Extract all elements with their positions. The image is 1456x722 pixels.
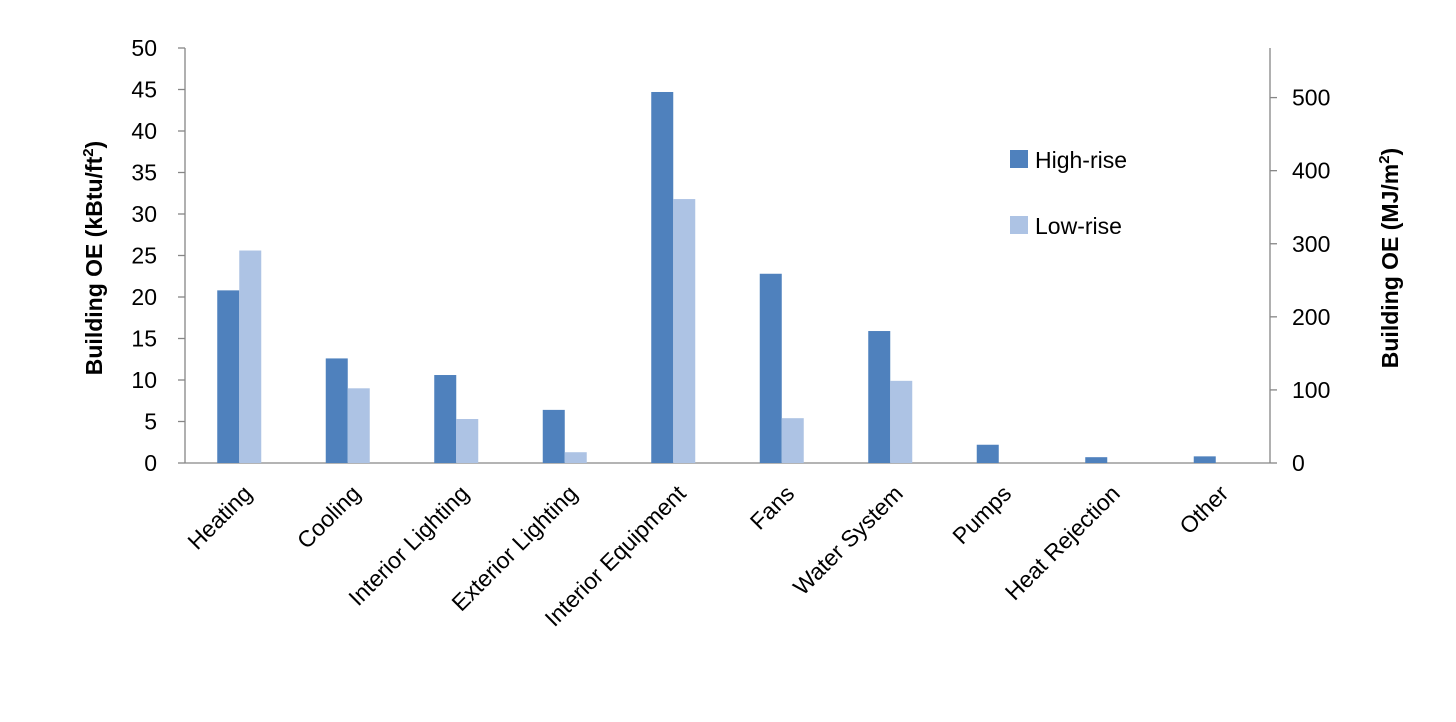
legend-swatch [1010,150,1028,168]
bar-high-rise [651,91,674,464]
right-axis-title: Building OE (MJ/m2) [1376,148,1403,368]
right-axis-tick-label: 300 [1292,231,1330,257]
right-axis-tick-label: 100 [1292,377,1330,403]
right-axis-title-end: ) [1377,148,1403,156]
left-axis-tick-label: 20 [131,284,157,310]
category-label: Water System [788,480,908,600]
bar-high-rise [868,331,891,463]
category-label: Other [1174,480,1233,539]
bar-high-rise [759,273,782,463]
right-axis-tick-label: 500 [1292,85,1330,111]
category-label: Cooling [292,480,366,554]
left-axis-tick-label: 40 [131,118,157,144]
left-axis-title-main: Building OE (kBtu/ft [81,156,107,375]
legend-label: High-rise [1035,147,1127,173]
left-axis-title-end: ) [81,141,107,149]
bar-low-rise [890,380,913,463]
right-axis-title-main: Building OE (MJ/m [1377,164,1403,368]
right-axis: 0 100 200 300 400 500 [1269,48,1330,476]
bar-high-rise [542,409,565,463]
bar-low-rise [239,250,262,463]
bar-high-rise [1193,456,1216,463]
left-axis-title: Building OE (kBtu/ft2) [80,141,107,375]
left-axis-title-sup: 2 [80,148,97,156]
right-axis-tick-label: 200 [1292,304,1330,330]
left-axis-tick-label: 45 [131,77,157,103]
bar-high-rise [1085,457,1108,463]
left-axis-tick-label: 35 [131,160,157,186]
legend-swatch [1010,216,1028,234]
bar-low-rise [564,452,587,463]
bar-high-rise [325,358,348,463]
category-label: Heat Rejection [1000,480,1125,605]
left-axis-tick-label: 5 [144,409,157,435]
svg-text:Building OE (kBtu/ft2): Building OE (kBtu/ft2) [80,141,107,375]
bar-high-rise [434,375,457,463]
bar-low-rise [781,418,804,463]
bar-high-rise [976,444,999,463]
bar-low-rise [456,419,479,463]
bars [217,91,1216,464]
left-axis-tick-label: 50 [131,35,157,61]
right-axis-title-sup: 2 [1376,155,1393,163]
left-axis-tick-label: 15 [131,326,157,352]
legend: High-rise Low-rise [1010,147,1127,239]
left-axis-tick-label: 10 [131,367,157,393]
left-axis-tick-label: 0 [144,450,157,476]
left-axis: 0 5 10 15 20 25 30 35 40 45 50 [131,35,186,476]
bar-high-rise [217,290,240,463]
left-axis-tick-label: 30 [131,201,157,227]
category-label: Heating [182,480,256,554]
bar-low-rise [673,199,696,463]
right-axis-tick-label: 400 [1292,158,1330,184]
left-axis-tick-label: 25 [131,243,157,269]
legend-label: Low-rise [1035,213,1122,239]
bar-low-rise [347,388,370,463]
right-axis-tick-label: 0 [1292,450,1305,476]
svg-text:Building OE (MJ/m2): Building OE (MJ/m2) [1376,148,1403,368]
category-label: Fans [745,480,800,535]
category-label: Pumps [947,480,1016,549]
